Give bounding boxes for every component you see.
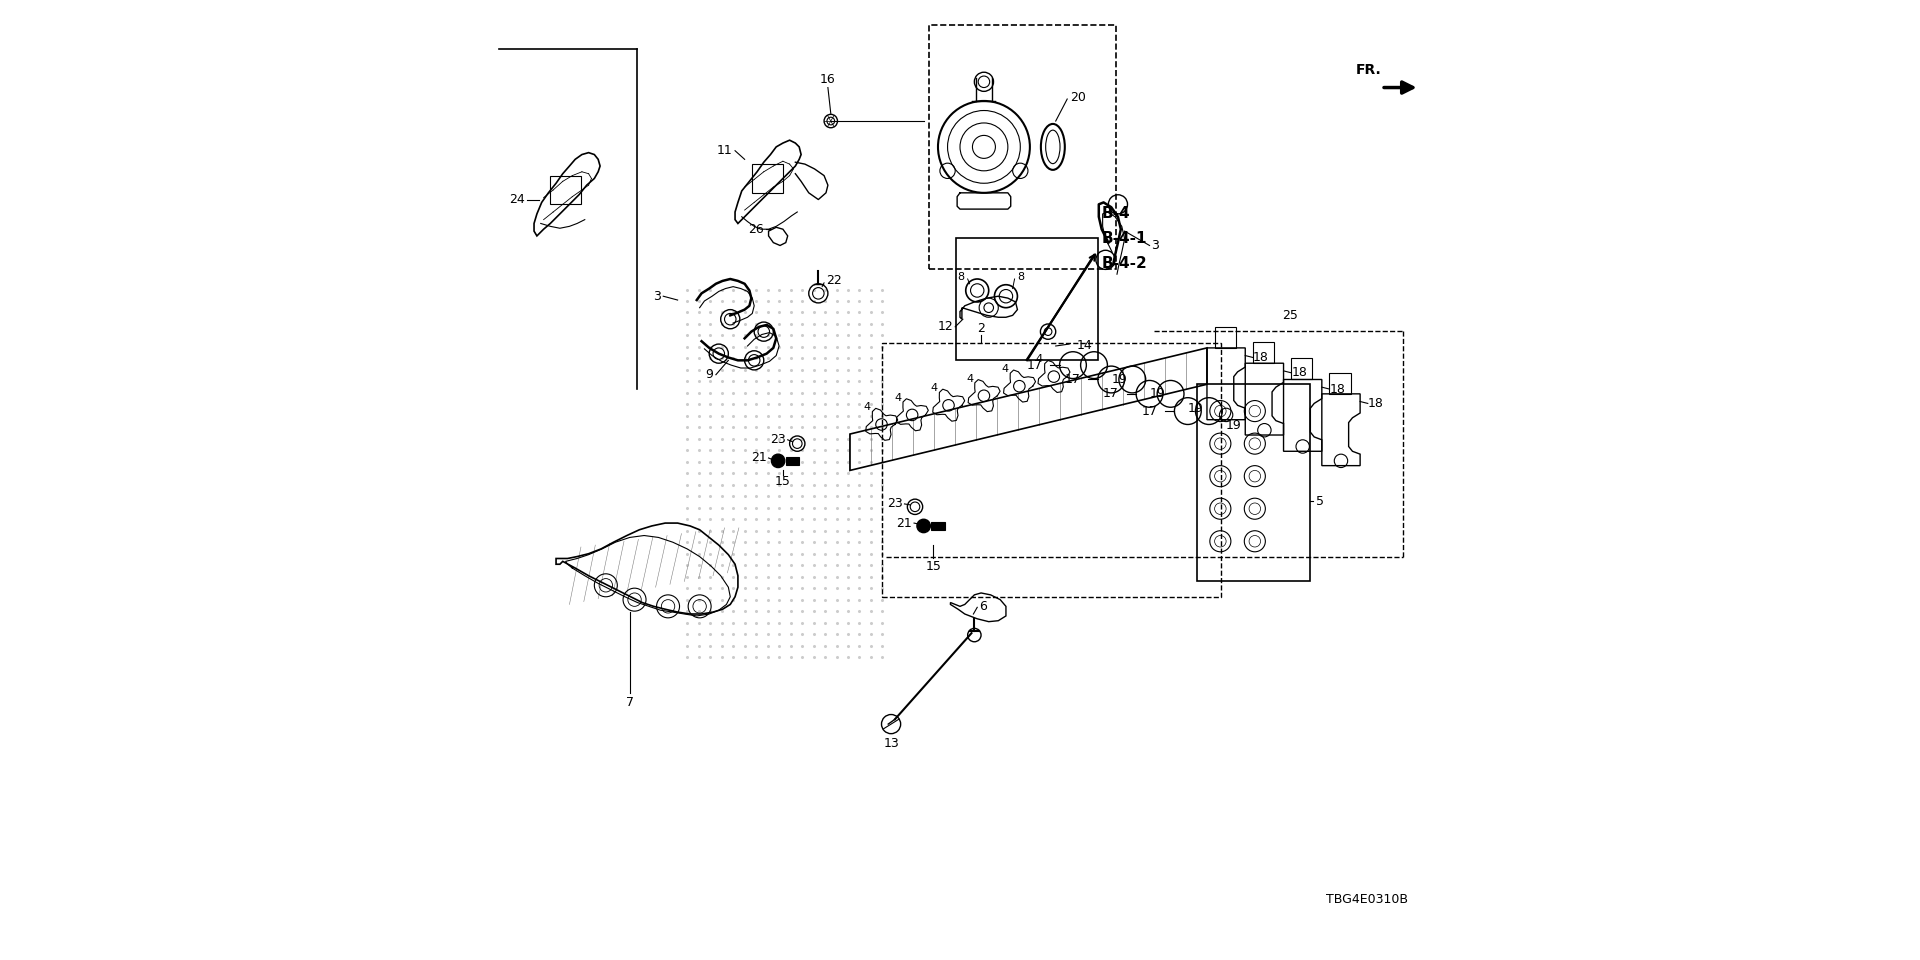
Text: 16: 16 — [820, 73, 835, 86]
Text: 21: 21 — [897, 516, 912, 530]
Bar — [785, 457, 799, 465]
Text: 9: 9 — [705, 369, 712, 381]
Text: 4: 4 — [931, 383, 937, 393]
Text: 11: 11 — [716, 144, 732, 157]
Text: 24: 24 — [509, 193, 524, 206]
Text: 8: 8 — [958, 272, 964, 282]
Text: FR.: FR. — [1356, 63, 1380, 78]
Text: B-4: B-4 — [1102, 206, 1131, 222]
Circle shape — [972, 135, 995, 158]
Text: 12: 12 — [937, 321, 954, 333]
Bar — [1254, 342, 1275, 363]
Text: 8: 8 — [1018, 272, 1025, 282]
Text: 14: 14 — [1077, 340, 1092, 352]
Text: 2: 2 — [977, 323, 985, 335]
Text: 17: 17 — [1027, 359, 1043, 372]
Text: 18: 18 — [1329, 383, 1346, 396]
Bar — [1290, 358, 1311, 379]
Text: 23: 23 — [887, 497, 902, 511]
Text: B-4-2: B-4-2 — [1102, 256, 1148, 271]
Bar — [956, 238, 1098, 360]
Text: 17: 17 — [1066, 373, 1081, 386]
Text: 15: 15 — [776, 475, 791, 489]
Bar — [1215, 326, 1236, 348]
Text: 6: 6 — [979, 600, 987, 612]
Text: 17: 17 — [1140, 404, 1158, 418]
Text: 25: 25 — [1283, 309, 1298, 322]
Bar — [931, 522, 945, 530]
Circle shape — [828, 117, 835, 125]
Circle shape — [772, 454, 785, 468]
Text: 26: 26 — [749, 223, 764, 236]
Text: 3: 3 — [1152, 239, 1160, 252]
Text: 4: 4 — [1002, 364, 1008, 374]
Bar — [753, 164, 783, 193]
Text: 21: 21 — [751, 451, 766, 465]
Text: 19: 19 — [1150, 387, 1165, 400]
Text: 20: 20 — [1069, 90, 1087, 104]
Text: 4: 4 — [1037, 354, 1043, 365]
Bar — [551, 176, 582, 204]
Text: 3: 3 — [653, 290, 660, 302]
Circle shape — [918, 519, 931, 533]
Text: B-4-1: B-4-1 — [1102, 231, 1146, 247]
Text: 19: 19 — [1112, 373, 1127, 386]
Text: 18: 18 — [1254, 351, 1269, 364]
Text: 15: 15 — [925, 560, 941, 573]
Circle shape — [983, 303, 993, 313]
Bar — [1198, 384, 1309, 581]
Text: 18: 18 — [1367, 396, 1384, 410]
Circle shape — [1044, 327, 1052, 335]
Text: 17: 17 — [1102, 387, 1119, 400]
Text: 5: 5 — [1315, 494, 1325, 508]
Bar — [881, 343, 1221, 597]
Text: 19: 19 — [1227, 419, 1242, 432]
Text: 18: 18 — [1290, 367, 1308, 379]
Text: 4: 4 — [966, 373, 973, 384]
Text: 4: 4 — [895, 393, 900, 402]
Bar — [1329, 372, 1350, 394]
Text: TBG4E0310B: TBG4E0310B — [1327, 893, 1407, 906]
Text: 4: 4 — [864, 402, 870, 412]
Text: 13: 13 — [883, 736, 899, 750]
Bar — [929, 25, 1116, 270]
Text: 19: 19 — [1188, 401, 1204, 415]
Text: 7: 7 — [626, 696, 634, 708]
Text: 22: 22 — [826, 275, 841, 287]
Text: 23: 23 — [770, 433, 785, 446]
